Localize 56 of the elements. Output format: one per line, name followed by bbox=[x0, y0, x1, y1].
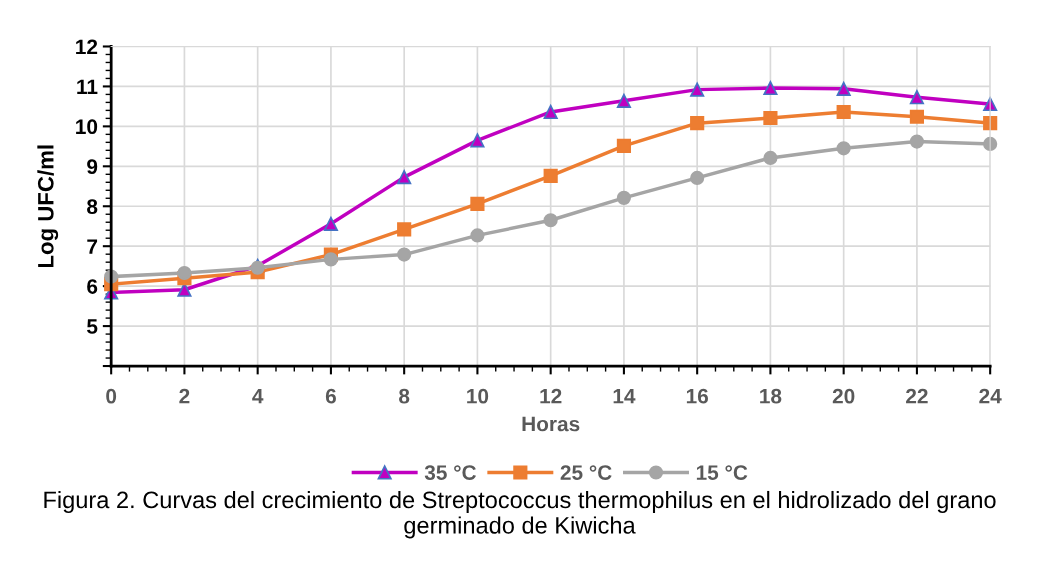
point bbox=[616, 93, 632, 108]
x-tick-label: 24 bbox=[979, 388, 1002, 404]
point bbox=[690, 116, 705, 131]
point bbox=[983, 136, 998, 152]
x-tick-label: 12 bbox=[540, 388, 562, 404]
point bbox=[323, 216, 339, 231]
y-tick-label: 5 bbox=[87, 319, 98, 334]
x-tick-label: 4 bbox=[252, 389, 264, 404]
point bbox=[397, 170, 412, 185]
y-tick-label: 7 bbox=[87, 239, 98, 254]
point bbox=[836, 141, 851, 156]
point bbox=[983, 116, 998, 131]
x-tick-label: 0 bbox=[106, 388, 117, 404]
point bbox=[909, 90, 925, 105]
point bbox=[470, 133, 485, 148]
y-axis-title: Log UFC/ml bbox=[37, 145, 59, 268]
point bbox=[690, 82, 705, 97]
point bbox=[616, 138, 632, 154]
point bbox=[690, 170, 705, 185]
legend-label: 35 °C bbox=[424, 465, 477, 480]
legend-label: 25 °C bbox=[560, 465, 612, 480]
y-tick-label: 10 bbox=[76, 119, 98, 135]
text: Figura 2. Curvas del crecimiento de Streptococcus thermophilus en el hidrolizado del grano germinado de Kiwicha bbox=[44, 490, 996, 539]
point bbox=[836, 81, 851, 96]
point bbox=[909, 109, 925, 124]
y-tick-label: 9 bbox=[87, 159, 98, 175]
point bbox=[397, 222, 412, 237]
point bbox=[763, 80, 778, 96]
y-tick-label: 6 bbox=[87, 279, 98, 294]
y-tick-label: 11 bbox=[77, 79, 98, 94]
x-tick-label: 18 bbox=[760, 388, 782, 404]
y-tick-label: 8 bbox=[87, 199, 98, 215]
x-tick-label: 14 bbox=[613, 389, 636, 404]
x-axis-title: Horas bbox=[522, 416, 580, 432]
point bbox=[323, 252, 339, 267]
x-tick-label: 16 bbox=[686, 388, 708, 404]
point bbox=[470, 228, 485, 243]
point bbox=[543, 213, 558, 228]
x-tick-label: 2 bbox=[179, 388, 190, 404]
x-tick-label: 22 bbox=[906, 388, 928, 404]
legend-label: 15 °C bbox=[696, 465, 748, 480]
x-tick-label: 8 bbox=[399, 388, 410, 404]
point bbox=[836, 104, 851, 120]
y-tick-label: 12 bbox=[76, 39, 98, 55]
x-tick-label: 20 bbox=[832, 388, 855, 404]
x-tick-label: 6 bbox=[325, 388, 336, 404]
point bbox=[470, 196, 485, 211]
point bbox=[763, 110, 778, 126]
point bbox=[763, 150, 778, 166]
point bbox=[909, 134, 925, 149]
point bbox=[543, 168, 558, 183]
point bbox=[543, 104, 558, 120]
point bbox=[397, 247, 412, 262]
x-tick-label: 10 bbox=[467, 388, 489, 404]
point bbox=[177, 265, 192, 281]
point bbox=[616, 190, 632, 205]
